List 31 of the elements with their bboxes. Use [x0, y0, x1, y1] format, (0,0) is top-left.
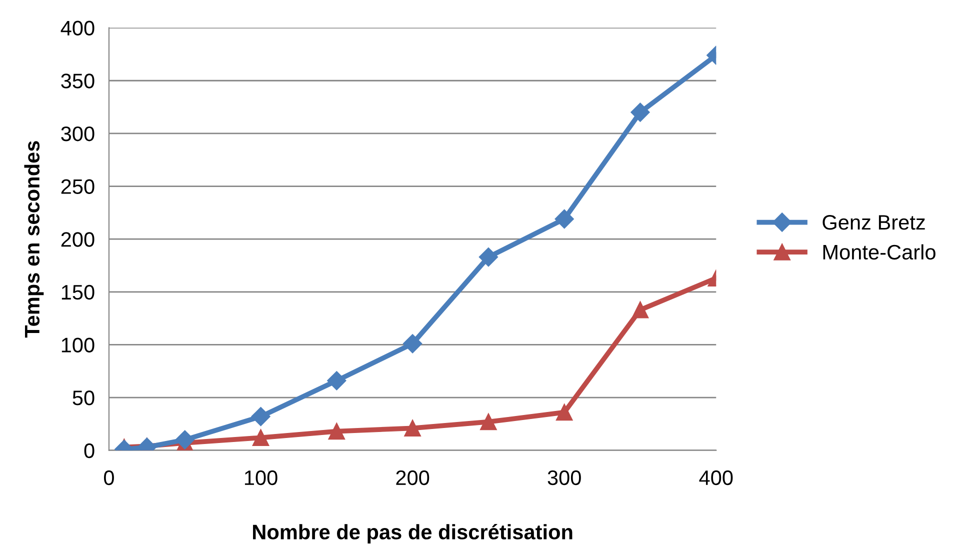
- y-axis-title: Temps en secondes: [24, 141, 44, 338]
- y-tick-label: 400: [60, 20, 94, 36]
- point: [556, 404, 573, 421]
- legend-label: Monte-Carlo: [823, 244, 936, 260]
- y-tick-label: 150: [62, 284, 94, 300]
- x-tick-label: 300: [548, 470, 581, 486]
- legend-label: Genz Bretz: [822, 215, 925, 230]
- y-tick-label: 300: [61, 126, 94, 142]
- y-tick-label: 100: [62, 338, 94, 352]
- point: [478, 248, 498, 267]
- y-tick-label: 250: [61, 179, 94, 194]
- point: [404, 420, 421, 437]
- point: [175, 430, 194, 450]
- point: [252, 429, 270, 446]
- x-tick-label: 200: [396, 470, 430, 486]
- point: [251, 407, 270, 426]
- point: [328, 423, 345, 440]
- x-tick-label: 400: [699, 470, 733, 486]
- y-tick-label: 0: [84, 443, 94, 458]
- point: [630, 102, 650, 122]
- x-tick-label: 100: [244, 470, 278, 486]
- x-axis-title: Nombre de pas de discrétisation: [253, 524, 572, 544]
- point: [327, 371, 346, 390]
- y-tick-label: 350: [61, 74, 94, 88]
- y-tick-label: 50: [72, 390, 94, 406]
- y-tick-label: 200: [61, 232, 94, 247]
- x-tick-label: 0: [104, 470, 114, 486]
- point: [403, 334, 422, 354]
- point: [554, 209, 574, 229]
- point: [480, 414, 497, 430]
- point: [632, 302, 649, 318]
